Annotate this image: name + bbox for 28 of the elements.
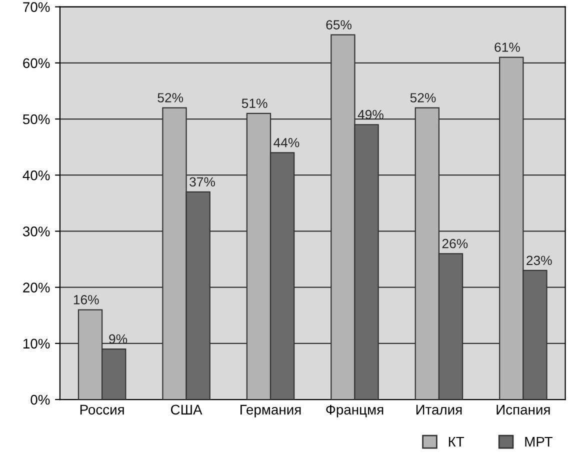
x-tick-label: США xyxy=(170,404,202,415)
x-tick-label: Испания xyxy=(496,404,550,415)
data-label: 52% xyxy=(158,93,184,102)
y-tick-label: 20% xyxy=(23,282,50,292)
y-tick-label: 50% xyxy=(22,114,50,124)
data-label: 44% xyxy=(274,138,300,148)
data-label: 16% xyxy=(74,295,99,304)
data-label: 9% xyxy=(109,334,128,344)
data-label: 65% xyxy=(326,20,352,30)
data-label: 23% xyxy=(526,256,552,266)
x-tick-label: Россия xyxy=(80,404,124,415)
x-tick-label: Германия xyxy=(240,404,301,418)
y-tick-label: 60% xyxy=(23,58,50,68)
data-label: 26% xyxy=(442,238,468,248)
y-tick-label: 40% xyxy=(22,170,50,180)
y-tick-label: 10% xyxy=(23,338,50,349)
x-tick-label: Францмя xyxy=(326,404,384,418)
y-tick-label: 70% xyxy=(23,2,50,12)
x-tick-label: Италия xyxy=(416,404,462,415)
data-label: 52% xyxy=(410,93,436,102)
legend-label: МРТ xyxy=(525,437,552,447)
data-label: 49% xyxy=(358,110,384,120)
y-tick-label: 0% xyxy=(30,394,50,405)
y-tick-label: 30% xyxy=(22,226,50,236)
data-label: 37% xyxy=(190,177,215,187)
legend-label: КТ xyxy=(448,437,464,447)
data-label: 61% xyxy=(494,42,520,52)
data-label: 51% xyxy=(242,98,268,108)
